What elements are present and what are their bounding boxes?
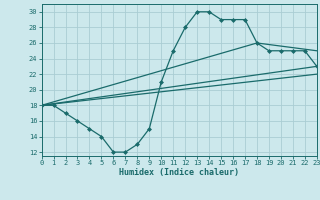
X-axis label: Humidex (Indice chaleur): Humidex (Indice chaleur) xyxy=(119,168,239,177)
